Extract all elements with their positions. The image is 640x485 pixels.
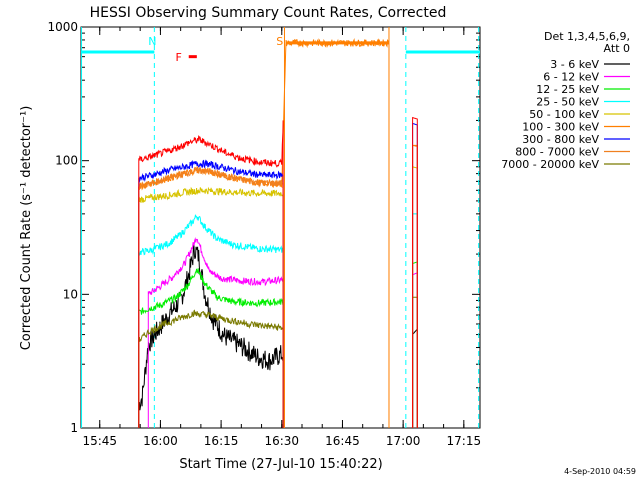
x-tick-label: 15:45 (82, 434, 117, 448)
series-path (412, 213, 418, 428)
y-tick-label: 1000 (47, 20, 78, 34)
series-line (138, 213, 418, 428)
series-path (412, 122, 418, 428)
legend-label: 800 - 7000 keV (515, 146, 599, 159)
legend-label: 3 - 6 keV (550, 58, 599, 71)
series-path (138, 268, 284, 428)
x-axis-label: Start Time (27-Jul-10 15:40:22) (179, 457, 382, 472)
series-path (412, 144, 418, 428)
y-tick-label: 10 (63, 287, 78, 301)
series-path (138, 309, 284, 428)
series-line (138, 116, 418, 428)
series-line (138, 122, 418, 428)
x-tick-label: 16:30 (264, 434, 299, 448)
series-path (138, 244, 284, 428)
series-path (412, 272, 418, 428)
series-path (412, 116, 418, 428)
legend-label: 6 - 12 keV (543, 71, 599, 84)
y-axis-label: Corrected Count Rate (s⁻¹ detector⁻¹) (19, 106, 34, 351)
x-tick-label: 16:45 (325, 434, 360, 448)
legend-label: 300 - 800 keV (522, 133, 599, 146)
series-path (138, 214, 284, 428)
series-path (138, 166, 284, 428)
flag-label: S (276, 35, 283, 48)
series-path (412, 327, 418, 428)
series-line (138, 144, 418, 428)
plot-frame (80, 26, 481, 429)
series-path (147, 237, 284, 428)
x-tick-label: 16:00 (143, 434, 178, 448)
series-path (138, 120, 284, 428)
x-tick-label: 16:15 (204, 434, 239, 448)
series-line (138, 166, 418, 428)
legend-header: Det 1,3,4,5,6,9, (544, 30, 630, 43)
x-tick-label: 17:15 (447, 434, 482, 448)
series-path (412, 260, 418, 428)
legend-label: 50 - 100 keV (529, 108, 599, 121)
series-path (412, 144, 418, 428)
x-tick-label: 17:00 (386, 434, 421, 448)
y-tick-label: 100 (55, 154, 78, 168)
legend-label: 100 - 300 keV (522, 121, 599, 134)
legend-label: 25 - 50 keV (536, 96, 599, 109)
footer-timestamp: 4-Sep-2010 04:59 (564, 467, 636, 476)
series-path (138, 159, 284, 428)
series-path (138, 38, 390, 428)
chart-title: HESSI Observing Summary Count Rates, Cor… (90, 5, 447, 21)
y-tick-label: 1 (70, 421, 78, 435)
series-line (138, 260, 418, 428)
flag-label: F (175, 51, 181, 64)
legend-label: 12 - 25 keV (536, 83, 599, 96)
legend-label: 7000 - 20000 keV (501, 158, 599, 171)
series-path (412, 296, 418, 428)
series-path (138, 186, 284, 428)
legend-header: Att 0 (604, 42, 630, 55)
flag-label: N (148, 35, 156, 48)
